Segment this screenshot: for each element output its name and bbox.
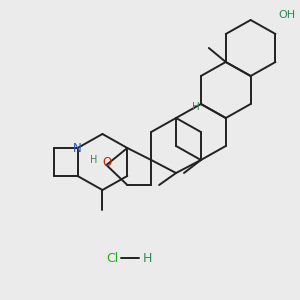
Text: OH: OH (278, 10, 296, 20)
Text: H: H (192, 102, 200, 112)
Text: O: O (103, 155, 112, 169)
Text: Cl: Cl (106, 251, 118, 265)
Text: N: N (73, 142, 82, 154)
Text: H: H (89, 155, 97, 165)
Text: H: H (142, 251, 152, 265)
